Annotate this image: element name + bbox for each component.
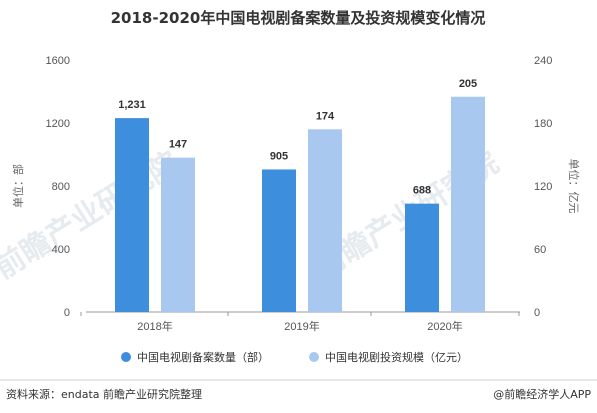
legend-marker-investment <box>309 352 319 362</box>
source-text: 资料来源：endata 前瞻产业研究院整理 <box>6 387 202 401</box>
data-label: 147 <box>169 139 187 151</box>
bar-count <box>262 169 296 312</box>
right-tick-label: 60 <box>534 244 546 256</box>
data-label: 205 <box>459 78 477 90</box>
bars-group: 1,231 147 905 174 688 205 <box>115 78 485 313</box>
right-tick-label: 0 <box>534 307 540 319</box>
left-tick-label: 800 <box>52 181 70 193</box>
data-label: 174 <box>316 110 335 122</box>
data-label: 1,231 <box>118 99 146 111</box>
bar-investment <box>451 96 485 312</box>
bar-count <box>115 118 149 313</box>
x-axis-ticks: 2018年 2019年 2020年 <box>80 312 520 333</box>
left-tick-label: 1200 <box>46 118 70 130</box>
data-label: 688 <box>413 185 431 197</box>
legend-label-count: 中国电视剧备案数量（部） <box>137 350 269 364</box>
right-tick-label: 180 <box>534 118 552 130</box>
right-axis: 0 60 120 180 240 <box>534 55 552 319</box>
left-axis-label: 单位：部 <box>11 164 25 208</box>
bar-count <box>405 203 439 312</box>
legend-label-investment: 中国电视剧投资规模（亿元） <box>325 350 468 364</box>
x-tick-label: 2019年 <box>284 319 319 333</box>
bar-investment <box>308 129 342 312</box>
right-tick-label: 240 <box>534 55 552 67</box>
bar-investment <box>161 157 195 312</box>
legend-marker-count <box>121 352 131 362</box>
left-tick-label: 0 <box>64 307 70 319</box>
watermark-text-left: 前瞻产业研究院 <box>0 145 185 286</box>
right-axis-label: 单位：亿元 <box>567 159 581 214</box>
x-tick-label: 2020年 <box>427 319 462 333</box>
left-axis: 0 400 800 1200 1600 <box>46 55 70 319</box>
right-tick-label: 120 <box>534 181 552 193</box>
chart-title: 2018-2020年中国电视剧备案数量及投资规模变化情况 <box>111 9 486 27</box>
x-tick-label: 2018年 <box>137 319 172 333</box>
data-label: 905 <box>270 150 288 162</box>
legend: 中国电视剧备案数量（部） 中国电视剧投资规模（亿元） <box>121 350 468 364</box>
left-tick-label: 400 <box>52 244 70 256</box>
credit-text: @前瞻经济学人APP <box>493 387 591 401</box>
left-tick-label: 1600 <box>46 55 70 67</box>
